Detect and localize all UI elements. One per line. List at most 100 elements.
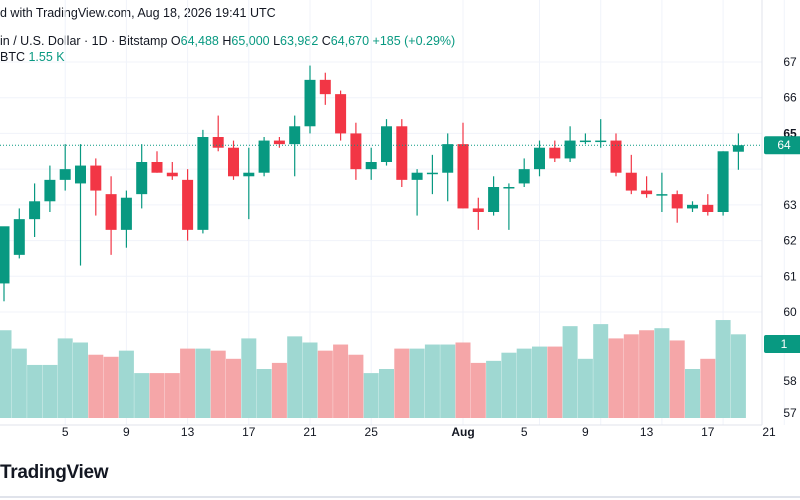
candle [304,65,316,134]
candle [457,122,469,209]
volume-bar [11,348,27,418]
open-label: O [170,34,181,48]
time-tick-label: 21 [762,425,776,439]
current-price-badge: 64 [764,136,800,155]
volume-bar [501,352,517,418]
candle-body [426,172,438,175]
change-value: +185 (+0.29%) [372,34,456,48]
candle [289,115,301,177]
volume-bar [287,336,303,418]
candle-body [90,165,102,191]
volume-value: 1.55 K [28,50,65,64]
candle-body [105,194,117,230]
candle [656,172,668,212]
candle [228,140,239,180]
candle-body [258,140,270,173]
time-tick-label: 9 [123,425,130,439]
volume-bar [470,362,486,418]
price-tick-label: 66 [783,91,797,105]
candle-body [381,126,392,162]
volume-bar [271,362,287,418]
volume-bar [424,344,440,418]
volume-bar [164,373,180,418]
candle [258,137,270,177]
volume-bar [608,338,624,418]
volume-bar [486,360,502,418]
volume-bar [669,340,685,418]
time-tick-label: Aug [451,425,474,439]
bottom-divider [0,496,800,498]
candle-body [0,226,10,284]
candle-body [212,137,224,148]
candle [518,158,530,187]
volume-bar [0,330,12,418]
open-value: 64,488 [180,34,219,48]
volume-bar [302,342,318,418]
low-label: L [273,34,281,48]
candle-body [304,79,316,127]
candle [717,151,729,216]
volume-bar [73,342,88,418]
current-price-badge-bg [764,136,800,155]
candle [702,194,714,216]
candle-body [29,201,41,220]
time-axis[interactable]: 5 9 13 17 21 25 Aug 5 9 13 17 21 [62,425,776,439]
symbol-name: in / U.S. Dollar · 1D · Bitstamp [0,34,168,48]
candle-body [44,179,56,202]
price-tick-label: 58 [783,374,797,388]
candle [671,190,683,223]
time-tick-label: 9 [582,425,589,439]
candle-body [335,94,347,134]
candle-body [488,187,500,212]
candle-body [228,147,239,177]
high-value: 65,000 [231,34,270,48]
candle [105,176,117,255]
volume-bar [363,373,379,418]
candle-body [671,194,683,209]
volume-bar [149,373,165,418]
volume-bar [88,354,104,418]
candle-body [243,172,255,177]
price-tick-label: 57 [783,406,797,420]
candle-body [411,172,423,180]
grid [0,0,785,426]
time-tick-label: 13 [640,425,654,439]
volume-bar [730,334,746,418]
low-value: 63,982 [280,34,319,48]
volume-bar [42,364,58,418]
candle [564,126,576,162]
volume-legend: BTC 1.55 K [0,50,65,64]
ohlc-legend: in / U.S. Dollar · 1D · Bitstamp O64,488… [0,34,455,48]
volume-bar [577,358,593,418]
candle-body [503,187,515,189]
volume-bar [195,348,211,418]
volume-bar [700,358,716,418]
volume-badge-bg [764,335,800,353]
tradingview-logo[interactable]: TradingView [0,462,109,484]
volume-bar [639,330,655,418]
volume-label: BTC [0,50,25,64]
time-tick-label: 5 [521,425,528,439]
candle-body [549,147,561,159]
close-value: 64,670 [330,34,370,48]
time-tick-label: 5 [62,425,69,439]
candle [549,140,561,162]
candle [534,140,545,177]
volume-bar [379,369,394,418]
volume-bar [317,350,333,418]
volume-bar [57,338,73,418]
candle-body [732,145,744,152]
candle [579,133,591,145]
candle-body [656,194,668,196]
volume-bar [134,373,150,418]
candle-body [687,204,698,209]
candle [29,183,41,237]
candle-body [75,165,86,184]
time-tick-label: 17 [242,425,256,439]
volume-bar [516,348,532,418]
candle [610,133,622,177]
volume-bars [0,320,746,418]
chart-header: d with TradingView.com, Aug 18, 2026 19:… [0,6,276,20]
